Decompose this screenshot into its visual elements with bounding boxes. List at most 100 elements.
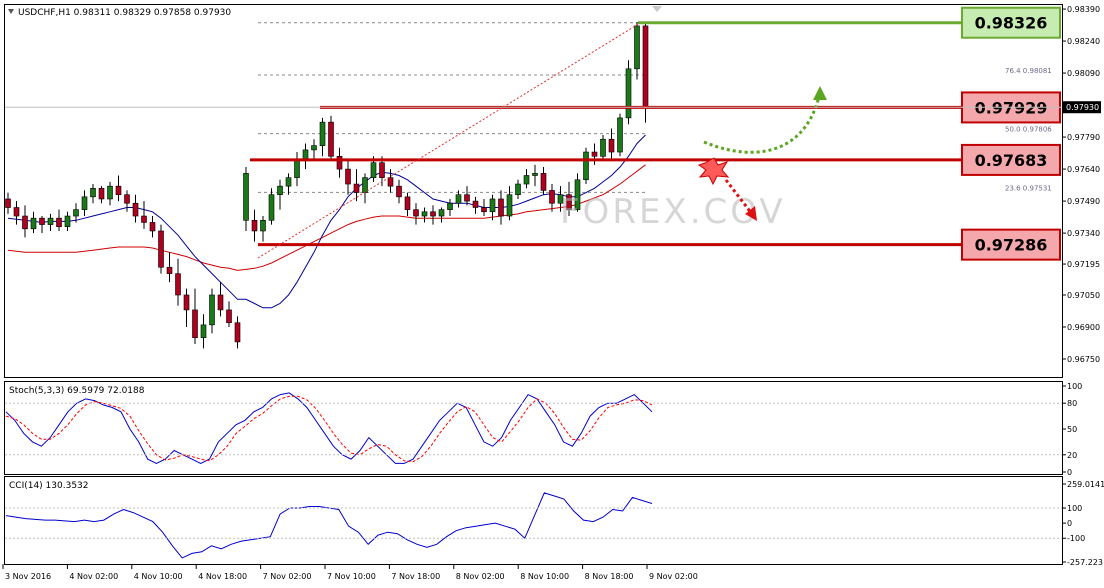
stoch-tick-label: 100	[1067, 382, 1082, 391]
price-tick-label: 0.98090	[1067, 69, 1100, 78]
time-tick-label: 9 Nov 02:00	[649, 572, 698, 581]
candle-body	[328, 121, 334, 157]
price-tick-label: 0.98390	[1067, 5, 1100, 14]
green-dotted-arrow	[703, 91, 822, 154]
cci-tick-label: -257.223	[1067, 558, 1103, 567]
fib-level-label: 50.0 0.97806	[1005, 126, 1052, 134]
candle-body	[319, 121, 326, 146]
header-triangle-icon	[8, 9, 14, 14]
candle-body	[634, 25, 640, 70]
stoch-series-line	[5, 395, 653, 463]
stoch-header: Stoch(5,3,3) 69.5979 72.0188	[9, 386, 145, 396]
time-tick-label: 4 Nov 18:00	[198, 572, 247, 581]
candle-body	[209, 294, 215, 326]
candle-body	[549, 190, 555, 204]
time-tick-label: 7 Nov 10:00	[327, 572, 376, 581]
key-level-box	[961, 228, 1061, 261]
candle-body	[447, 202, 453, 210]
watermark: FOREX.COV	[560, 192, 786, 232]
key-level-box	[961, 143, 1061, 176]
candle-body	[81, 196, 88, 210]
price-tick-label: 0.98240	[1067, 37, 1100, 46]
candle-body	[285, 177, 292, 187]
candle-body	[566, 194, 572, 210]
candle-body	[22, 215, 28, 230]
candle-body	[166, 266, 173, 274]
candle-body	[370, 162, 377, 178]
candle-body	[430, 211, 436, 217]
candle-body	[30, 217, 37, 230]
candle-body	[387, 177, 394, 187]
candle-body	[345, 168, 351, 185]
cci-tick-label: -100	[1067, 534, 1085, 543]
time-tick-label: 8 Nov 18:00	[585, 572, 634, 581]
key-level-label: 0.98326	[975, 14, 1048, 33]
candle-body	[149, 222, 156, 232]
candle-body	[234, 322, 241, 343]
candle-body	[56, 217, 62, 228]
candle-body	[98, 187, 105, 200]
candle-body	[489, 198, 496, 213]
time-tick-label: 4 Nov 10:00	[134, 572, 183, 581]
candle-body	[243, 173, 249, 221]
candle-body	[47, 217, 54, 225]
candle-body	[294, 160, 300, 178]
candle-body	[642, 25, 649, 108]
red-arrowhead	[745, 206, 757, 221]
red-dotted-arrow	[724, 179, 754, 215]
candle-body	[132, 202, 139, 217]
candle-body	[591, 151, 598, 157]
chart-shift-marker-icon	[652, 6, 662, 12]
price-tick-label: 0.97050	[1067, 291, 1100, 300]
stoch-tick-label: 80	[1067, 399, 1077, 408]
candle-body	[5, 198, 11, 208]
candle-body	[608, 138, 615, 153]
cci-tick-label: 259.0141	[1067, 480, 1104, 489]
candle-body	[268, 194, 275, 221]
cci-tick-label: 0	[1067, 519, 1072, 528]
time-tick-label: 3 Nov 2016	[5, 572, 51, 581]
fib-level-label: 76.4 0.98081	[1005, 67, 1052, 75]
candle-body	[481, 207, 487, 213]
candle-body	[515, 183, 521, 196]
candle-body	[404, 196, 411, 210]
candle-body	[124, 194, 130, 204]
candle-body	[464, 194, 470, 202]
main-chart-panel	[4, 4, 1063, 378]
candle-body	[192, 309, 198, 338]
time-tick-label: 7 Nov 02:00	[263, 572, 312, 581]
candle-body	[141, 215, 147, 223]
symbol-header: USDCHF,H1 0.98311 0.98329 0.97858 0.9793…	[18, 8, 231, 18]
candle-body	[183, 294, 190, 311]
candle-body	[251, 220, 258, 232]
candle-body	[311, 145, 317, 151]
time-tick-label: 8 Nov 02:00	[456, 572, 505, 581]
key-level-label: 0.97683	[975, 151, 1048, 170]
candle-body	[523, 175, 530, 185]
price-tick-label: 0.97790	[1067, 133, 1100, 142]
candle-body	[260, 220, 266, 232]
price-tick-label: 0.97340	[1067, 229, 1100, 238]
candle-body	[557, 194, 564, 204]
candle-body	[277, 185, 283, 196]
red-moving-average-line	[7, 164, 646, 271]
candle-body	[13, 207, 20, 217]
candle-body	[73, 209, 79, 217]
candle-body	[158, 230, 164, 268]
time-tick-label: 8 Nov 10:00	[520, 572, 569, 581]
candle-body	[506, 194, 513, 217]
cci-header: CCI(14) 130.3532	[9, 481, 89, 491]
cci-tick-label: 100	[1067, 504, 1082, 513]
green-arrowhead	[813, 86, 827, 100]
candle-body	[353, 183, 360, 193]
candle-body	[600, 138, 606, 157]
candle-body	[396, 185, 402, 198]
price-tick-label: 0.96750	[1067, 355, 1100, 364]
time-tick-label: 4 Nov 02:00	[69, 572, 118, 581]
candle-body	[438, 209, 445, 217]
candle-body	[226, 309, 232, 324]
candle-body	[107, 185, 113, 200]
candle-body	[217, 294, 224, 311]
candle-body	[625, 68, 632, 119]
